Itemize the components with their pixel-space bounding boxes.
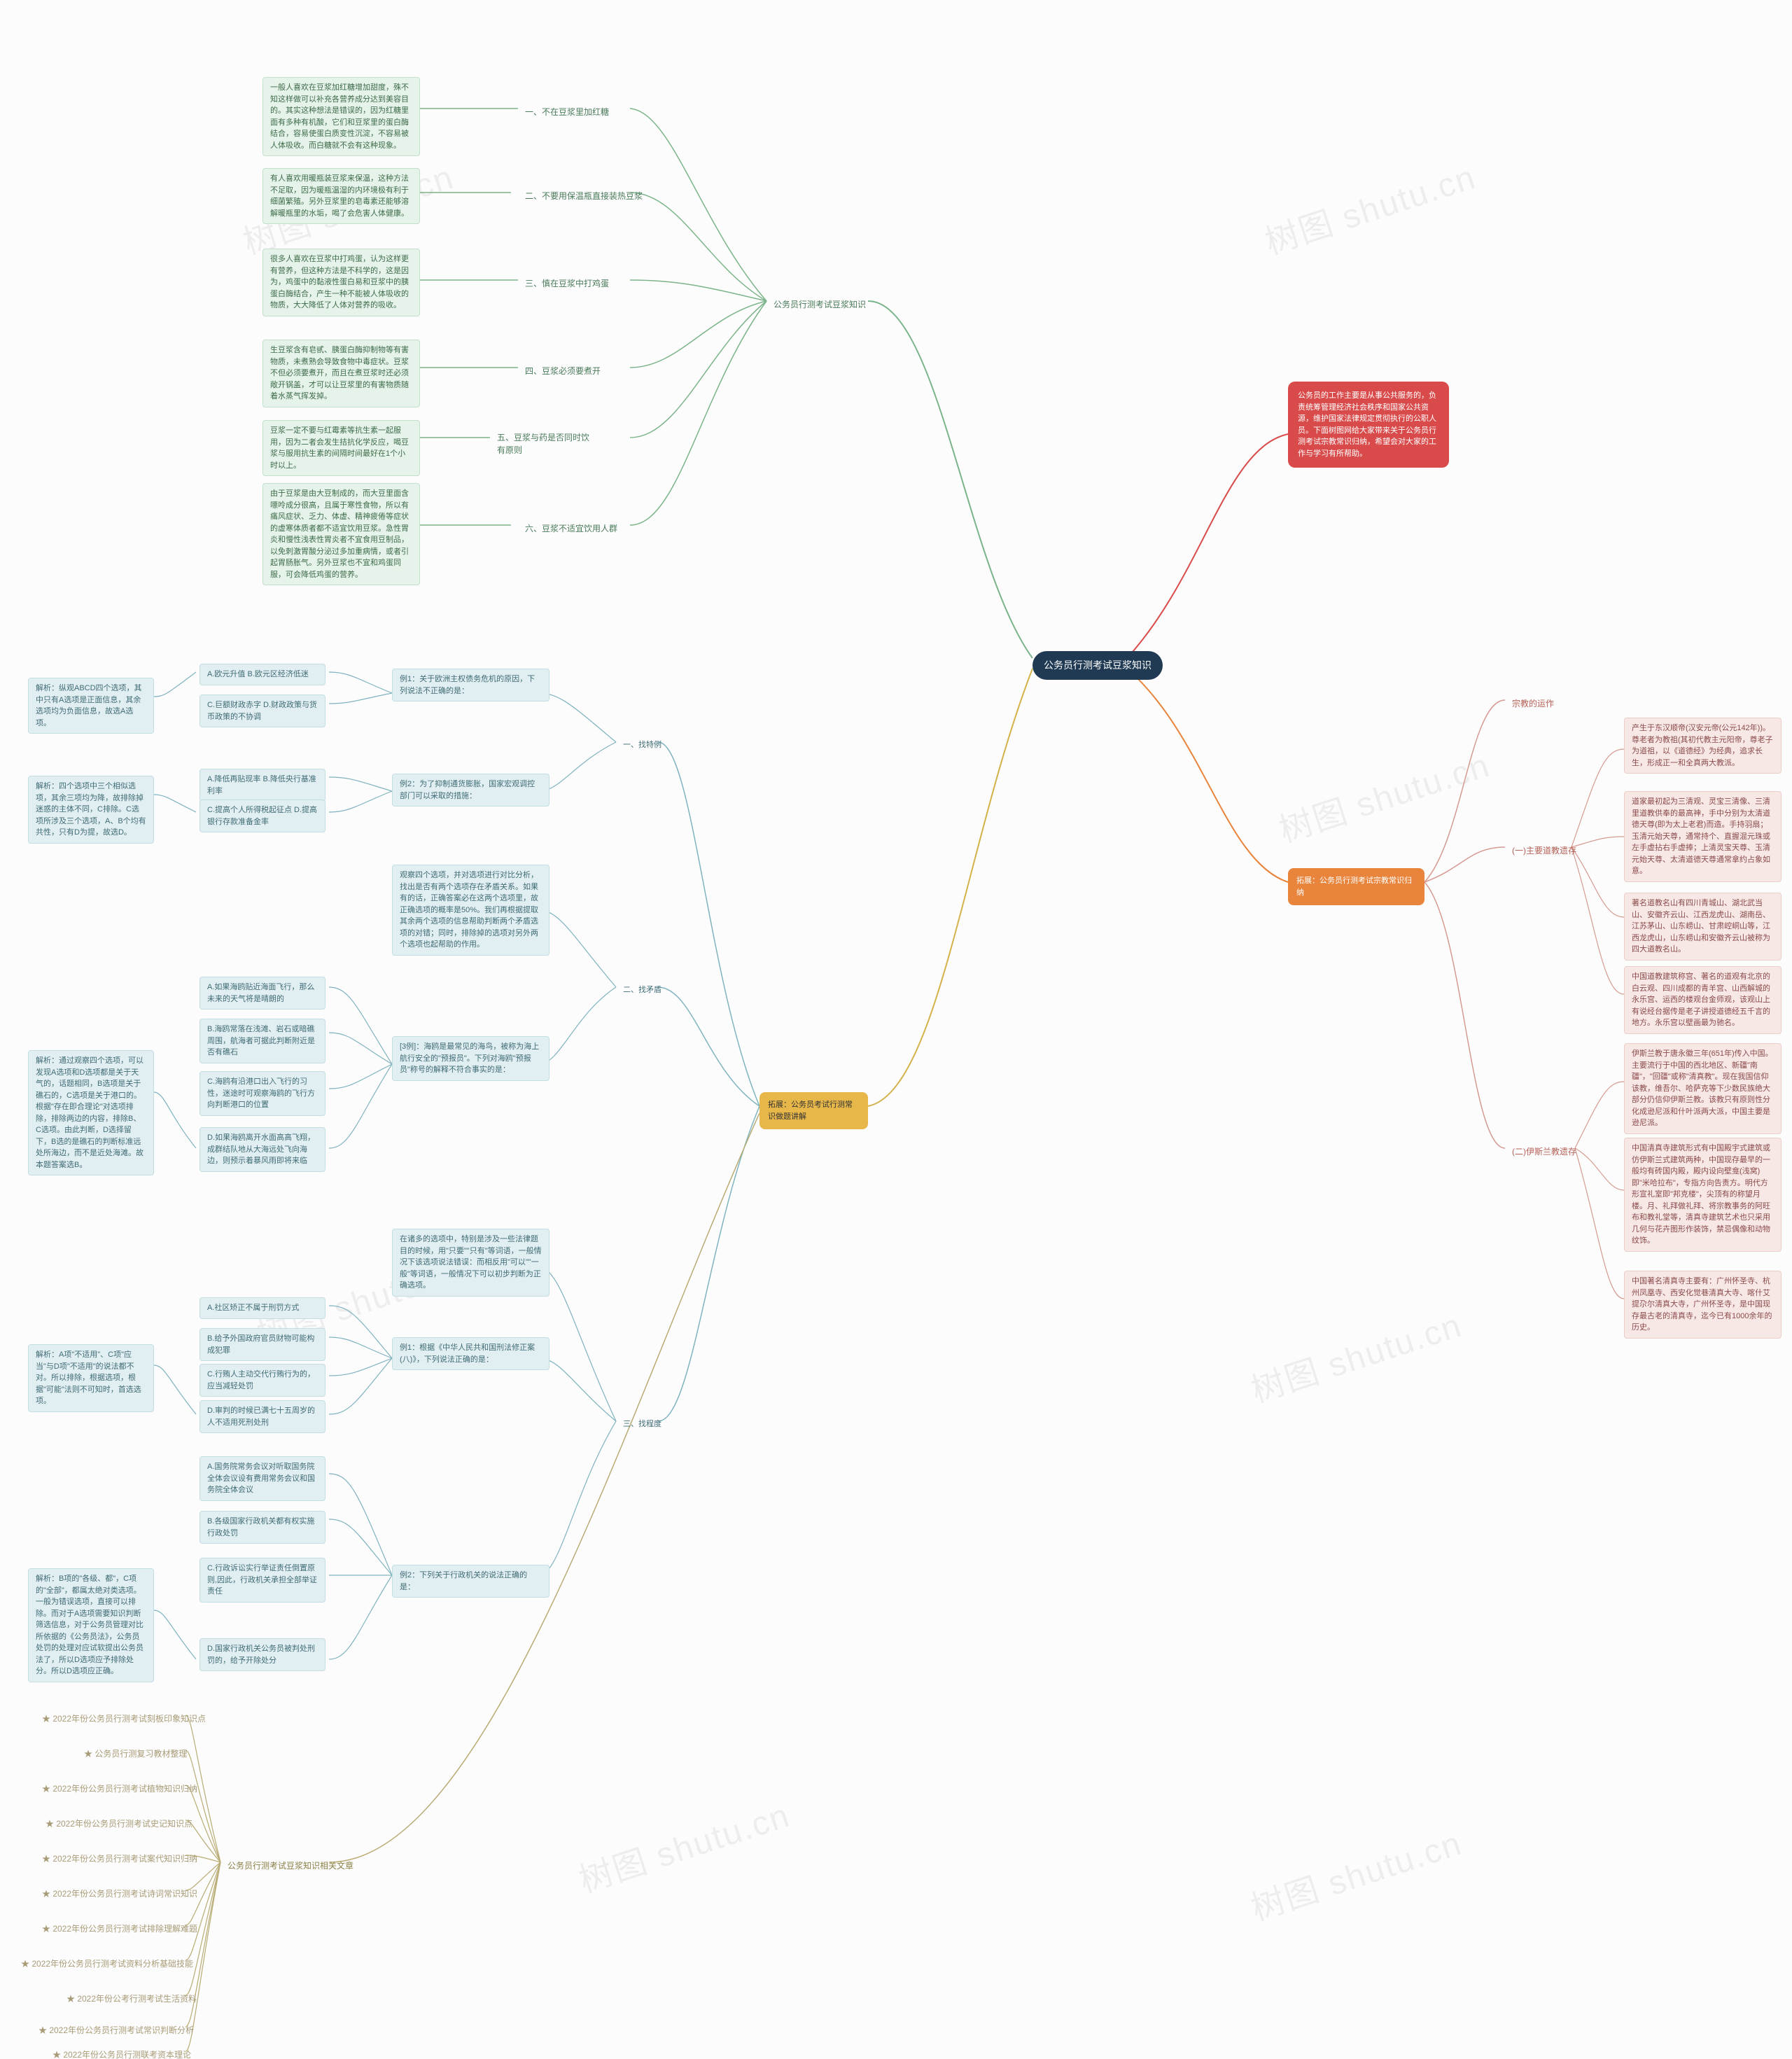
green-item-title[interactable]: 二、不要用保温瓶直接装热豆浆 [518,186,650,207]
section1-label[interactable]: 一、找特例 [616,735,668,755]
sec2-ans: 解析：通过观察四个选项，可以发现A选项和D选项都是关于天气的，话题相同，B选项是… [28,1050,154,1175]
green-item-title[interactable]: 三、慎在豆浆中打鸡蛋 [518,273,616,294]
right-branch-b[interactable]: (一)主要道教遗存 [1505,840,1583,861]
green-branch-header[interactable]: 公务员行测考试豆浆知识 [766,294,873,315]
sec2-opt: A.如果海鸥贴近海面飞行，那么未来的天气将是晴朗的 [200,977,326,1010]
related-link[interactable]: ★ 2022年份公考行测考试生活资料 [59,1988,204,2009]
watermark: 树图 shutu.cn [1272,737,1495,851]
ex-opt: C.巨额财政赤字 D.财政政策与货币政策的不协调 [200,695,326,727]
related-link[interactable]: ★ 2022年份公务员行测考试诗词常识知识 [35,1883,204,1904]
pink-body: 中国道教建筑称宫、著名的道观有北京的白云观、四川成都的青羊宫、山西解城的永乐宫、… [1624,966,1782,1034]
ex-ans: 解析：纵观ABCD四个选项，其中只有A选项是正面信息，其余选项均为负面信息，故选… [28,678,154,734]
green-item-body: 生豆浆含有皂甙、胰蛋白酶抑制物等有害物质，未煮熟会导致食物中毒症状。豆浆不但必须… [262,340,420,407]
right-extension-node[interactable]: 拓展：公务员行测考试宗教常识归纳 [1288,868,1424,905]
green-item-body: 豆浆一定不要与红霉素等抗生素一起服用，因为二者会发生拮抗化学反应，喝豆浆与服用抗… [262,420,420,476]
ex-opt: C.提高个人所得税起征点 D.提高银行存款准备金率 [200,800,326,832]
ex-opt: A.降低再贴现率 B.降低央行基准利率 [200,769,326,802]
sec3-ex2-intro: 例2：下列关于行政机关的说法正确的是： [392,1565,550,1598]
green-item-title[interactable]: 六、豆浆不适宜饮用人群 [518,518,624,539]
sec3-opt: A.国务院常务会议对听取国务院全体会议设有费用常务会议和国务院全体会议 [200,1456,326,1501]
pink-body: 著名道教名山有四川青城山、湖北武当山、安徽齐云山、江西龙虎山、湖南岳、江苏茅山、… [1624,893,1782,961]
watermark: 树图 shutu.cn [572,1787,795,1901]
green-item-title[interactable]: 一、不在豆浆里加红糖 [518,102,616,123]
left-extension-node[interactable]: 拓展：公务员考试行测常识做题讲解 [760,1092,868,1129]
related-link[interactable]: ★ 2022年份公务员行测考试植物知识归纳 [35,1778,204,1799]
right-branch-a[interactable]: 宗教的运作 [1505,693,1561,714]
sec3-opt: A.社区矫正不属于刑罚方式 [200,1297,326,1319]
mindmap-canvas: 树图 shutu.cn 树图 shutu.cn 树图 shutu.cn 树图 s… [0,0,1792,2059]
green-item-title[interactable]: 五、豆浆与药是否同时饮有原则 [490,427,598,461]
intro-red-box: 公务员的工作主要是从事公共服务的，负责统筹管理经济社会秩序和国家公共资源，维护国… [1288,382,1449,468]
watermark: 树图 shutu.cn [1258,149,1481,263]
ex-ans: 解析：四个选项中三个相似选项，其余三项均为降，故排除掉迷惑的主体不同，C排除。C… [28,776,154,844]
watermark: 树图 shutu.cn [1244,1297,1467,1411]
sec3-opt: B.给予外国政府官员财物可能构成犯罪 [200,1328,326,1361]
green-item-body: 有人喜欢用暖瓶装豆浆来保温，这种方法不足取，因为暖瓶温湿的内环境极有利于细菌繁殖… [262,168,420,224]
sec2-opt: B.海鸥常落在浅滩、岩石或暗礁周围，航海者可据此判断附近是否有礁石 [200,1019,326,1063]
sec3-ans2: 解析：B项的"各级、都"，C项的"全部"，都属太绝对类选项。一般为错误选项，直接… [28,1568,154,1682]
sec3-ex1-intro: 例1：根据《中华人民共和国刑法修正案(八)》，下列说法正确的是： [392,1337,550,1370]
related-link[interactable]: ★ 2022年份公务员行测考试刻板印象知识点 [35,1708,213,1729]
related-link[interactable]: ★ 2022年份公务员行测考试案代知识归纳 [35,1848,204,1869]
sec3-opt: D.国家行政机关公务员被判处刑罚的，给予开除处分 [200,1638,326,1671]
related-link[interactable]: ★ 公务员行测复习教材整理 [77,1743,194,1764]
related-header[interactable]: 公务员行测考试豆浆知识相关文章 [220,1855,360,1876]
sec3-ans1: 解析：A项"不适用"、C项"应当"与D项"不适用"的说法都不对。所以排除，根据选… [28,1344,154,1412]
pink-body: 伊斯兰教于唐永徽三年(651年)传入中国。主要流行于中国的西北地区、新疆"南疆"… [1624,1043,1782,1134]
pink-body: 中国清真寺建筑形式有中国殿宇式建筑或仿伊斯兰式建筑两种，中国现存最早的一般均有砖… [1624,1138,1782,1252]
section3-label[interactable]: 三、找程度 [616,1414,668,1435]
ex-opt: A.欧元升值 B.欧元区经济低迷 [200,664,326,685]
sec2-ex-intro: [3例]：海鸥是最常见的海鸟，被称为海上航行安全的"预报员"。下列对海鸥"预报员… [392,1036,550,1081]
related-link[interactable]: ★ 2022年份公务员行测考试史记知识点 [38,1813,200,1834]
related-link[interactable]: ★ 2022年份公务员行测考试常识判断分析 [31,2020,201,2041]
ex-intro: 例2：为了抑制通货膨胀，国家宏观调控部门可以采取的措施： [392,774,550,807]
sec2-intro: 观察四个选项，并对选项进行对比分析，找出是否有两个选项存在矛盾关系。如果有的话，… [392,865,550,956]
sec3-opt: C.行政诉讼实行举证责任倒置原则,因此，行政机关承担全部举证责任 [200,1558,326,1603]
ex-intro: 例1：关于欧洲主权债务危机的原因，下列说法不正确的是： [392,669,550,702]
sec3-opt: B.各级国家行政机关都有权实施行政处罚 [200,1511,326,1544]
watermark: 树图 shutu.cn [1244,1815,1467,1929]
section2-label[interactable]: 二、找矛盾 [616,980,668,1000]
green-item-body: 由于豆浆是由大豆制成的，而大豆里面含嘌呤成分很高，且属于寒性食物，所以有痛风症状… [262,483,420,585]
pink-body: 产生于东汉顺帝(汉安元帝(公元142年))。尊老者为教祖(其初代教主元阳帝，尊老… [1624,718,1782,774]
green-item-body: 很多人喜欢在豆浆中打鸡蛋，认为这样更有营养，但这种方法是不科学的，这是因为，鸡蛋… [262,249,420,316]
pink-body: 中国著名清真寺主要有：广州怀圣寺、杭州凤凰寺、西安化觉巷清真大寺、喀什艾提尕尔清… [1624,1271,1782,1339]
sec2-opt: D.如果海鸥离开水面高高飞翔，成群结队地从大海远处飞向海边，则预示着暴风雨即将来… [200,1127,326,1172]
sec2-opt: C.海鸥有沿港口出入飞行的习性，迷途时可观察海鸥的飞行方向判断港口的位置 [200,1071,326,1116]
green-item-body: 一般人喜欢在豆浆加红糖增加甜度，殊不知这样做可以补充各营养成分达到美容目的。其实… [262,77,420,156]
sec3-opt: D.审判的时候已满七十五周岁的人不适用死刑处刑 [200,1400,326,1433]
related-link[interactable]: ★ 2022年份公务员行测考试排除理解难题 [35,1918,204,1939]
green-item-title[interactable]: 四、豆浆必须要煮开 [518,361,608,382]
pink-body: 道家最初起为三清观、灵宝三清像、三清里道教供奉的最高神，手中分别为太清道德天尊(… [1624,791,1782,882]
related-link[interactable]: ★ 2022年份公务员行测考试资料分析基础技能 [14,1953,200,1974]
sec3-opt: C.行贿人主动交代行贿行为的，应当减轻处罚 [200,1364,326,1397]
sec3-intro: 在诸多的选项中，特别是涉及一些法律题目的时候，用"只要""只有"等词语，一般情况… [392,1229,550,1297]
right-branch-c[interactable]: (二)伊斯兰教遗存 [1505,1141,1583,1162]
root-node[interactable]: 公务员行测考试豆浆知识 [1032,651,1163,680]
related-link[interactable]: ★ 2022年份公务员行测联考资本理论 [46,2044,198,2059]
